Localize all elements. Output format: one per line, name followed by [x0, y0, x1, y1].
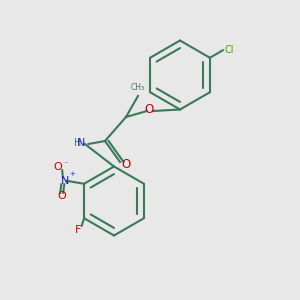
Text: N: N [76, 137, 85, 148]
Text: ⁻: ⁻ [64, 160, 68, 169]
Text: +: + [69, 171, 75, 177]
Text: O: O [145, 103, 154, 116]
Text: H: H [74, 137, 81, 148]
Text: O: O [122, 158, 131, 172]
Text: F: F [75, 225, 81, 235]
Text: O: O [58, 191, 67, 201]
Text: N: N [61, 176, 69, 186]
Text: CH₃: CH₃ [131, 82, 145, 91]
Text: Cl: Cl [224, 45, 234, 55]
Text: O: O [53, 162, 62, 172]
